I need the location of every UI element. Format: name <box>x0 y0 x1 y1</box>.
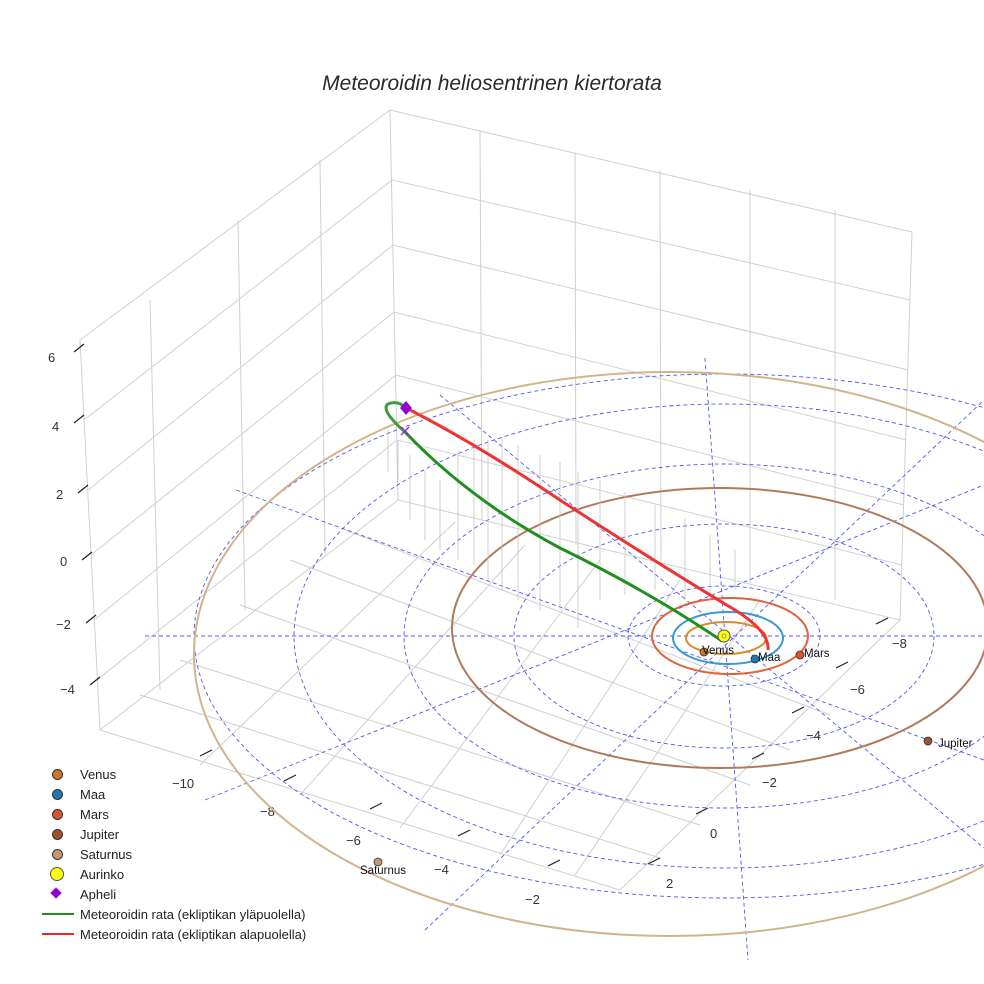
aphelion-marker <box>400 401 412 415</box>
jupiter-label: Jupiter <box>938 738 973 750</box>
legend-label: Meteoroidin rata (ekliptikan yläpuolella… <box>80 906 306 922</box>
y-tick-label: −8 <box>892 636 907 651</box>
meteoroid-orbit-above-main <box>403 430 723 643</box>
jupiter-marker <box>923 736 933 746</box>
mars-orbit <box>651 597 809 675</box>
venus-label: Venus <box>702 645 734 657</box>
x-tick-label: 2 <box>666 876 673 891</box>
legend-label: Apheli <box>80 886 117 902</box>
y-tick-label: −6 <box>850 682 865 697</box>
legend-item[interactable]: Maa <box>40 784 306 804</box>
meteoroid-orbit-above <box>384 401 408 434</box>
mars-label: Mars <box>804 648 830 660</box>
legend-item[interactable]: Apheli <box>40 884 306 904</box>
legend-label: Meteoroidin rata (ekliptikan alapuolella… <box>80 926 307 942</box>
legend-item[interactable]: Venus <box>40 764 306 784</box>
aphelion-projection <box>400 426 410 436</box>
maa-marker <box>750 654 760 664</box>
legend-item[interactable]: Jupiter <box>40 824 306 844</box>
legend-item[interactable]: Meteoroidin rata (ekliptikan yläpuolella… <box>40 904 306 924</box>
saturnus-orbit <box>193 371 984 937</box>
x-tick-label: −2 <box>525 892 540 907</box>
aurinko-marker <box>717 629 731 643</box>
y-axis-ticks <box>751 617 889 760</box>
chart-title: Meteoroidin heliosentrinen kiertorata <box>322 72 662 95</box>
legend-line-icon <box>42 933 74 935</box>
z-tick-label: 6 <box>48 350 55 365</box>
z-tick-label: 2 <box>56 487 63 502</box>
x-axis-ticks <box>199 749 709 867</box>
z-tick-label: −4 <box>60 682 75 697</box>
legend-dot-icon <box>52 809 63 820</box>
mars-marker <box>795 650 805 660</box>
legend-item[interactable]: Aurinko <box>40 864 306 884</box>
z-tick-label: −2 <box>56 617 71 632</box>
legend-label: Jupiter <box>80 826 120 842</box>
legend-label: Maa <box>80 786 106 802</box>
floor-grid <box>99 521 901 891</box>
saturnus-marker <box>373 857 383 867</box>
back-wall-grid <box>79 109 913 731</box>
legend-label: Saturnus <box>80 846 133 862</box>
x-tick-label: −10 <box>172 776 194 791</box>
meteoroid-orbit-below <box>405 406 770 651</box>
legend-dot-icon <box>52 789 63 800</box>
aurinko-core <box>721 633 727 639</box>
legend-dot-icon <box>52 769 63 780</box>
legend-item[interactable]: Meteoroidin rata (ekliptikan alapuolella… <box>40 924 306 944</box>
z-tick-label: 0 <box>60 554 67 569</box>
legend-label: Mars <box>80 806 109 822</box>
legend-sun-icon <box>50 867 64 881</box>
y-tick-label: −4 <box>806 728 821 743</box>
legend-diamond-icon <box>50 887 62 899</box>
legend-label: Venus <box>80 766 117 782</box>
y-tick-label: −2 <box>762 775 777 790</box>
maa-orbit <box>672 611 784 665</box>
z-axis-ticks <box>73 343 101 686</box>
legend-item[interactable]: Saturnus <box>40 844 306 864</box>
legend: Venus Maa Mars Jupiter Saturnus Aurinko … <box>40 764 306 944</box>
legend-dot-icon <box>52 849 63 860</box>
venus-marker <box>699 647 709 657</box>
x-tick-label: −4 <box>434 862 449 877</box>
drop-lines <box>387 430 736 628</box>
legend-item[interactable]: Mars <box>40 804 306 824</box>
legend-dot-icon <box>52 829 63 840</box>
legend-label: Aurinko <box>80 866 125 882</box>
x-tick-label: −6 <box>346 833 361 848</box>
planet-orbits <box>193 371 984 937</box>
x-tick-label: 0 <box>710 826 717 841</box>
maa-label: Maa <box>758 652 781 664</box>
saturnus-label: Saturnus <box>360 865 406 877</box>
jupiter-orbit <box>451 487 984 769</box>
legend-line-icon <box>42 913 74 915</box>
z-tick-label: 4 <box>52 419 59 434</box>
